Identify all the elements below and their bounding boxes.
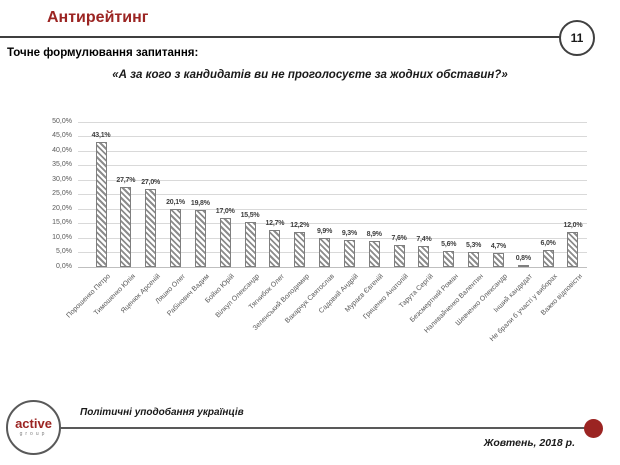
bar-value-label: 7,6% [391,234,407,242]
bar-4 [170,208,182,267]
bar-6 [219,217,231,267]
bar-value-label: 43,1% [91,132,111,139]
y-axis-tick-label: 5,0% [56,248,72,255]
bar-13 [393,244,405,267]
gridline [78,121,587,123]
bar-20 [567,232,579,267]
bar-value-label: 12,0% [563,222,583,230]
y-axis-tick-label: 30,0% [52,175,72,183]
y-axis-tick-label: 15,0% [52,219,72,226]
bar-value-label: 19,8% [190,199,210,207]
footer-caption: Політичні уподобання українців [80,407,244,418]
page-number: 11 [570,31,584,45]
bar-value-label: 12,7% [265,220,285,228]
title-divider [0,36,560,38]
bar-1 [95,142,107,267]
bar-3 [145,188,157,267]
active-group-logo: active group [6,400,61,455]
bar-12 [368,241,380,267]
bar-8 [269,230,281,267]
gridline [78,165,587,166]
bar-value-label: 20,1% [166,198,185,206]
bar-value-label: 4,7% [490,243,507,251]
gridline [78,252,587,253]
bar-value-label: 17,0% [215,207,235,215]
bar-value-label: 5,3% [466,241,482,249]
y-axis-tick-label: 35,0% [52,161,72,168]
bar-value-label: 9,9% [316,228,333,236]
bar-value-label: 9,3% [341,230,357,238]
logo-text-active: active [15,416,52,431]
y-axis-tick-label: 10,0% [52,233,72,241]
gridline [78,194,587,195]
y-axis-tick-label: 0,0% [56,262,72,270]
gridline [78,150,587,152]
y-axis-tick-label: 45,0% [52,132,72,139]
bar-9 [294,231,306,267]
bar-17 [492,253,504,267]
footer-date: Жовтень, 2018 р. [483,437,575,449]
gridline [78,237,587,239]
x-axis-line [78,266,587,268]
gridline [78,136,587,137]
bar-value-label: 8,9% [366,231,382,239]
gridline [78,208,587,210]
logo-text-group: group [19,431,48,437]
bar-10 [319,238,331,267]
bar-11 [343,240,355,267]
bar-value-label: 27,0% [141,178,161,186]
y-axis-tick-label: 40,0% [52,146,72,154]
gridline [78,223,587,224]
page-number-badge: 11 [559,20,595,56]
bar-18 [517,264,529,267]
y-axis-tick-label: 20,0% [52,204,72,212]
footer-dot [584,419,603,438]
bar-7 [244,222,256,267]
question-text: «А за кого з кандидатів ви не проголосує… [112,69,508,81]
bar-2 [120,186,132,267]
bar-value-label: 0,8% [515,254,531,262]
bar-value-label: 15,5% [240,212,260,220]
bar-value-label: 5,6% [441,240,457,248]
bar-value-label: 6,0% [540,239,556,247]
bar-5 [194,209,206,267]
gridline [78,179,587,181]
bar-value-label: 12,2% [290,221,310,229]
bar-15 [443,250,455,267]
bar-14 [418,245,430,267]
bar-value-label: 7,4% [416,235,432,243]
y-axis-tick-label: 25,0% [52,190,72,197]
page-title: Антирейтинг [47,9,149,26]
question-label: Точне формулювання запитання: [7,47,199,59]
y-axis-tick-label: 50,0% [52,117,72,125]
bar-16 [468,251,480,267]
bar-19 [542,249,554,267]
footer-divider [59,427,593,429]
bar-value-label: 27,7% [116,176,136,184]
